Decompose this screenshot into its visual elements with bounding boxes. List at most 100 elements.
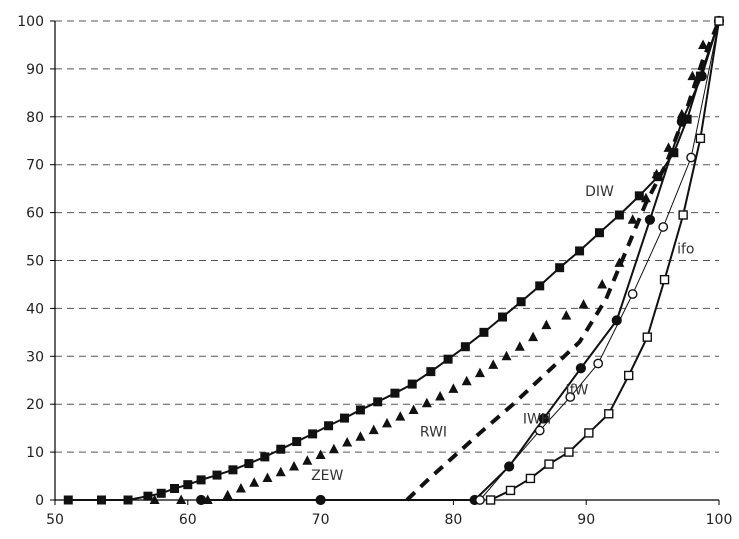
y-tick-label-60: 60 — [26, 206, 44, 222]
x-tick-label-80: 80 — [444, 512, 462, 528]
data-point-zew-12 — [342, 437, 353, 447]
data-point-ifo-9 — [659, 274, 670, 285]
y-tick-label-30: 30 — [26, 349, 44, 365]
data-point-zew-23 — [488, 359, 499, 369]
data-point-zew-20 — [448, 383, 459, 393]
y-tick-label-50: 50 — [26, 254, 44, 270]
series-label-iwh: IWH — [523, 411, 552, 427]
data-point-ifw-5 — [658, 222, 669, 232]
gridlines — [55, 20, 719, 453]
data-point-diw-29 — [575, 246, 585, 256]
data-point-diw-27 — [535, 281, 545, 291]
data-point-diw-22 — [443, 354, 453, 364]
series-diw — [63, 16, 724, 505]
data-point-zew-13 — [355, 431, 366, 441]
data-point-zew-22 — [474, 367, 485, 378]
data-point-ifw-2 — [565, 392, 576, 402]
data-point-zew-9 — [302, 455, 313, 465]
data-point-diw-31 — [614, 210, 624, 220]
data-point-diw-7 — [196, 475, 206, 485]
data-point-ifw-6 — [686, 152, 697, 163]
series-line-ifw — [479, 20, 720, 501]
data-point-diw-6 — [183, 480, 193, 490]
data-point-zew-0 — [149, 494, 160, 504]
data-point-iwh-8 — [676, 116, 687, 127]
y-tick-label-90: 90 — [26, 62, 44, 78]
series-group — [63, 15, 725, 506]
data-point-zew-10 — [315, 449, 326, 459]
series-label-ifo: ifo — [677, 241, 694, 257]
x-tick-label-90: 90 — [577, 512, 595, 528]
x-tick-label-70: 70 — [312, 512, 330, 528]
data-point-ifw-1 — [534, 425, 545, 436]
y-tick-label-100: 100 — [17, 14, 44, 30]
data-point-ifo-4 — [564, 447, 574, 457]
data-point-iwh-1 — [315, 494, 326, 506]
data-point-ifo-6 — [604, 409, 614, 419]
data-point-zew-38 — [698, 39, 709, 49]
x-tick-label-50: 50 — [46, 512, 64, 528]
data-point-zew-19 — [435, 391, 446, 401]
data-point-diw-24 — [479, 327, 489, 337]
data-point-zew-15 — [382, 417, 392, 428]
data-point-iwh-4 — [538, 413, 549, 424]
data-point-diw-10 — [244, 459, 254, 469]
data-point-diw-9 — [228, 465, 238, 475]
data-point-ifo-7 — [623, 370, 634, 381]
data-point-ifo-1 — [505, 485, 516, 496]
data-point-ifo-8 — [642, 332, 652, 342]
data-point-diw-14 — [308, 429, 318, 439]
x-tick-label-100: 100 — [706, 512, 733, 528]
data-point-zew-3 — [222, 489, 233, 500]
data-point-diw-32 — [634, 191, 644, 201]
data-point-diw-17 — [355, 405, 365, 415]
data-point-zew-5 — [249, 477, 260, 487]
data-point-ifw-0 — [475, 495, 485, 505]
data-point-diw-26 — [516, 297, 526, 307]
data-point-ifo-10 — [678, 210, 688, 220]
data-point-zew-24 — [501, 350, 512, 361]
data-point-ifw-4 — [627, 289, 638, 299]
series-line-iwh — [201, 20, 720, 501]
y-tick-label-20: 20 — [26, 397, 44, 413]
data-point-iwh-5 — [575, 363, 586, 374]
data-point-diw-8 — [212, 470, 222, 480]
data-point-diw-18 — [373, 397, 383, 407]
data-point-zew-17 — [408, 404, 419, 414]
data-point-diw-20 — [407, 379, 417, 389]
data-point-iwh-9 — [696, 70, 707, 82]
data-point-diw-5 — [170, 484, 180, 494]
data-point-zew-14 — [368, 424, 379, 435]
series-label-diw: DIW — [585, 184, 614, 200]
data-point-ifo-5 — [584, 428, 594, 438]
data-point-zew-26 — [528, 331, 539, 342]
data-point-zew-28 — [561, 310, 572, 320]
data-point-diw-30 — [594, 228, 604, 238]
data-point-iwh-0 — [195, 494, 207, 506]
series-label-rwi: RWI — [420, 424, 447, 440]
data-point-zew-11 — [328, 443, 339, 454]
data-point-zew-4 — [235, 483, 246, 493]
data-point-zew-1 — [176, 494, 187, 504]
data-point-zew-8 — [289, 460, 300, 471]
y-tick-label-0: 0 — [35, 493, 44, 509]
data-point-iwh-7 — [644, 214, 656, 225]
data-point-diw-19 — [390, 388, 400, 398]
data-point-zew-18 — [421, 397, 432, 408]
y-tick-label-40: 40 — [26, 301, 44, 317]
data-point-zew-33 — [640, 192, 651, 203]
x-tick-label-60: 60 — [179, 512, 197, 528]
series-ifo — [485, 16, 724, 505]
data-point-diw-16 — [340, 413, 350, 423]
data-point-zew-21 — [461, 375, 472, 386]
series-label-ifw: IfW — [565, 383, 588, 399]
data-point-ifo-0 — [485, 495, 496, 505]
y-tick-label-80: 80 — [26, 110, 44, 126]
y-tick-label-70: 70 — [26, 158, 44, 174]
data-point-diw-28 — [555, 263, 565, 273]
data-point-ifw-3 — [593, 358, 604, 369]
data-point-diw-12 — [276, 444, 286, 454]
data-point-ifo-2 — [525, 473, 536, 484]
axes: 0 10 20 30 40 50 60 70 80 90 100 50 60 70 80 90 100 — [17, 14, 732, 528]
data-point-diw-1 — [96, 495, 106, 505]
